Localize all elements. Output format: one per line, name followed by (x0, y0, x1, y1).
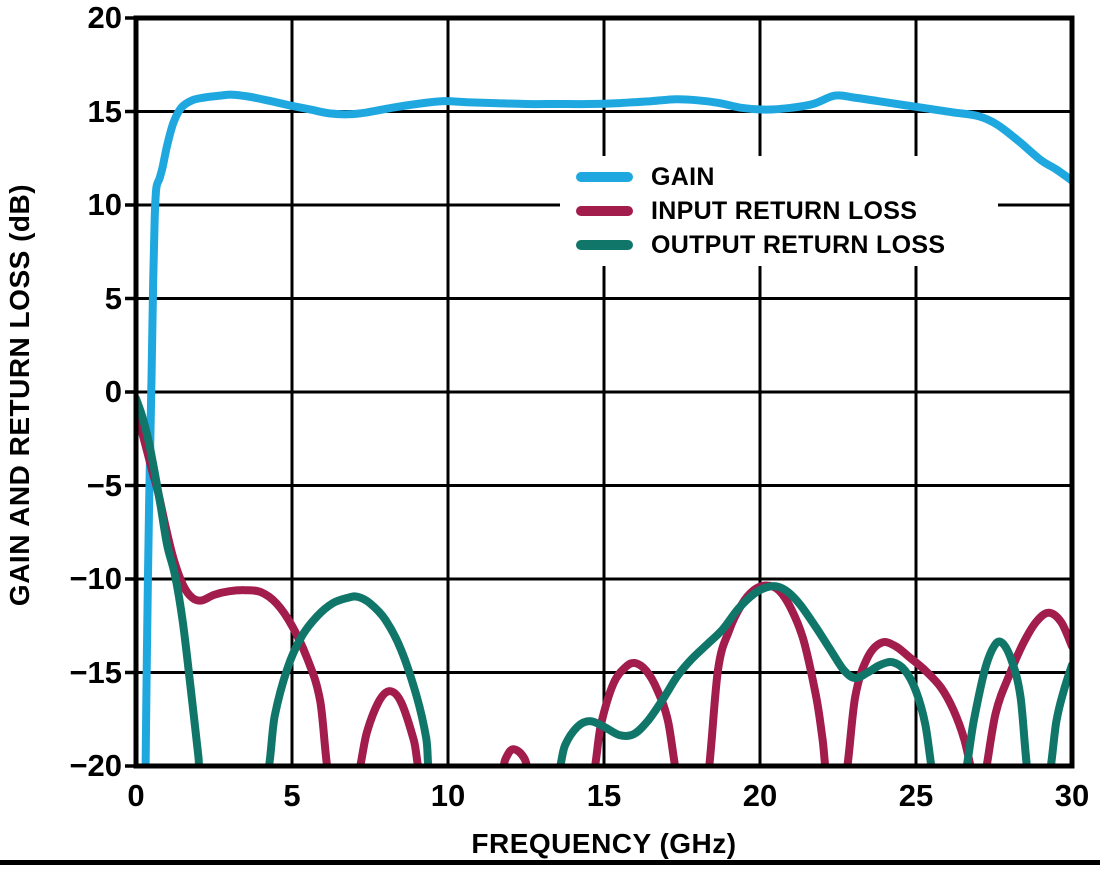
series-line-input-return-loss (136, 406, 1072, 766)
legend-label-gain: GAIN (651, 162, 715, 191)
legend-swatch-input-return-loss-line (576, 206, 633, 216)
y-tick-label: −20 (69, 748, 122, 783)
legend-swatch-output-return-loss-line (576, 240, 633, 250)
series-line-gain (141, 90, 1072, 766)
x-tick-label: 5 (283, 778, 301, 813)
legend-item-output-return-loss: OUTPUT RETURN LOSS (560, 228, 998, 262)
x-tick-label: 15 (586, 778, 622, 813)
legend-label-output-return-loss: OUTPUT RETURN LOSS (651, 230, 946, 259)
x-tick-label: 25 (898, 778, 934, 813)
legend-item-input-return-loss: INPUT RETURN LOSS (560, 194, 998, 228)
y-tick-label: 10 (87, 187, 122, 222)
x-tick-label: 0 (127, 778, 145, 813)
legend-swatch-gain-line (576, 172, 633, 182)
legend-label-input-return-loss: INPUT RETURN LOSS (651, 196, 918, 225)
y-tick-label: −10 (69, 561, 122, 596)
x-axis-title: FREQUENCY (GHz) (471, 828, 737, 859)
x-tick-label: 10 (430, 778, 466, 813)
y-tick-label: −15 (69, 654, 122, 690)
y-tick-label: 5 (104, 280, 122, 316)
plot-frame (133, 15, 1075, 769)
footer-rule (0, 860, 1100, 865)
series-line-output-return-loss (136, 394, 1072, 766)
x-tick-label: 30 (1054, 778, 1090, 813)
legend-item-gain: GAIN (560, 160, 998, 194)
y-tick-label: 0 (104, 374, 122, 409)
y-tick-label: 15 (87, 93, 122, 129)
y-tick-label: 20 (87, 0, 122, 35)
legend: GAIN INPUT RETURN LOSS OUTPUT RETURN LOS… (560, 156, 998, 266)
y-tick-label: −5 (86, 467, 122, 503)
x-tick-label: 20 (742, 778, 778, 813)
